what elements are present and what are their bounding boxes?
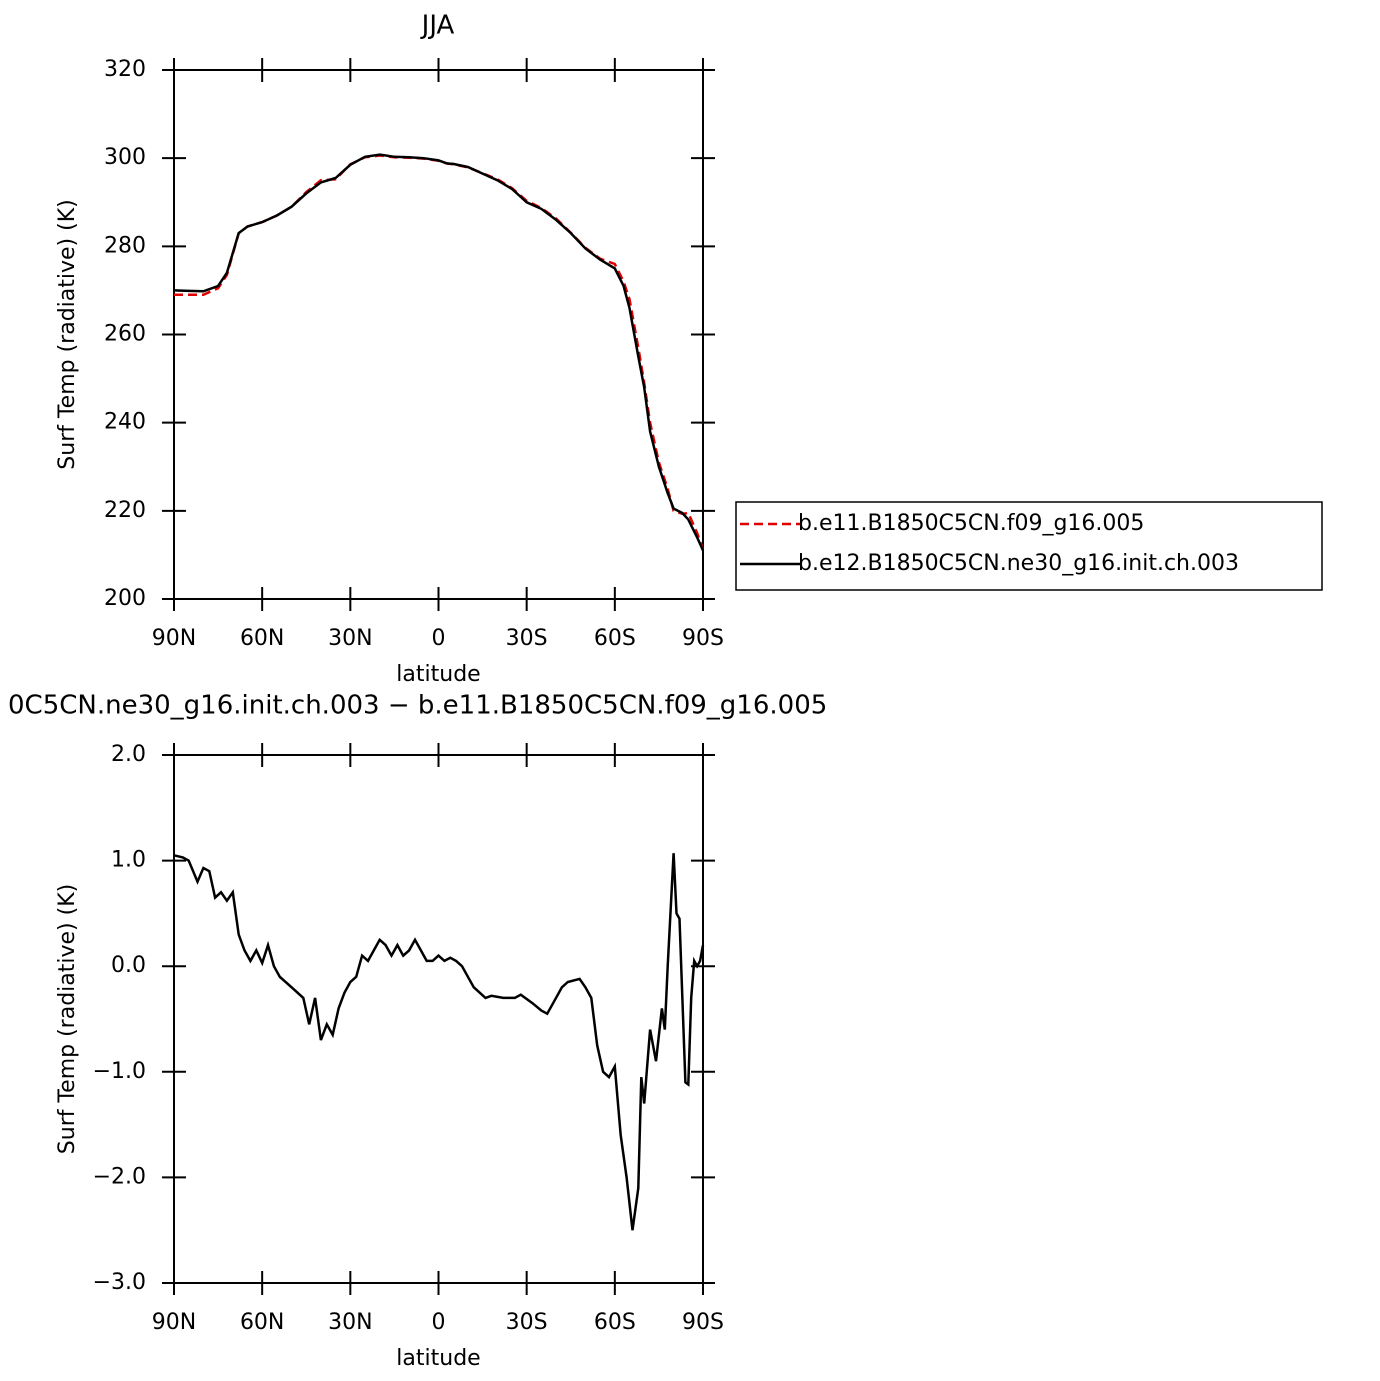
data-line: [173, 153, 705, 552]
y-axis-label: Surf Temp (radiative) (K): [55, 884, 80, 1154]
chart-title: 0C5CN.ne30_g16.init.ch.003 − b.e11.B1850…: [8, 691, 827, 721]
x-tick-label: 90S: [682, 1310, 724, 1335]
x-tick-label: 30S: [506, 626, 548, 651]
y-tick-label: 2.0: [111, 742, 146, 767]
x-tick-label: 30S: [506, 1310, 548, 1335]
y-tick-label: 280: [104, 233, 146, 258]
x-tick-label: 90N: [152, 1310, 196, 1335]
x-tick-label: 60S: [594, 1310, 636, 1335]
x-tick-label: 90S: [682, 626, 724, 651]
x-tick-label: 60N: [240, 626, 284, 651]
plot-frame: [173, 754, 704, 1284]
x-tick-label: 90N: [152, 626, 196, 651]
x-tick-label: 60N: [240, 1310, 284, 1335]
x-tick-label: 30N: [328, 1310, 372, 1335]
y-tick-label: 220: [104, 498, 146, 523]
x-axis-label: latitude: [396, 662, 480, 687]
x-tick-label: 0: [432, 1310, 446, 1335]
x-tick-label: 30N: [328, 626, 372, 651]
y-axis-label: Surf Temp (radiative) (K): [55, 199, 80, 469]
chart-title: JJA: [420, 11, 455, 41]
y-tick-label: −1.0: [93, 1059, 146, 1084]
data-line: [174, 154, 705, 551]
x-axis-label: latitude: [396, 1346, 480, 1371]
legend-label: b.e12.B1850C5CN.ne30_g16.init.ch.003: [798, 551, 1239, 576]
y-tick-label: 1.0: [111, 848, 146, 873]
legend-box: [735, 501, 1323, 591]
y-tick-label: 300: [104, 145, 146, 170]
x-tick-label: 60S: [594, 626, 636, 651]
y-tick-label: −3.0: [93, 1270, 146, 1295]
x-tick-label: 0: [432, 626, 446, 651]
plot-frame: [173, 69, 704, 600]
y-tick-label: 320: [104, 57, 146, 82]
y-tick-label: 0.0: [111, 953, 146, 978]
y-tick-label: 260: [104, 322, 146, 347]
y-tick-label: 240: [104, 410, 146, 435]
data-line: [173, 853, 705, 1231]
legend-label: b.e11.B1850C5CN.f09_g16.005: [798, 511, 1144, 536]
y-tick-label: −2.0: [93, 1164, 146, 1189]
y-tick-label: 200: [104, 586, 146, 611]
